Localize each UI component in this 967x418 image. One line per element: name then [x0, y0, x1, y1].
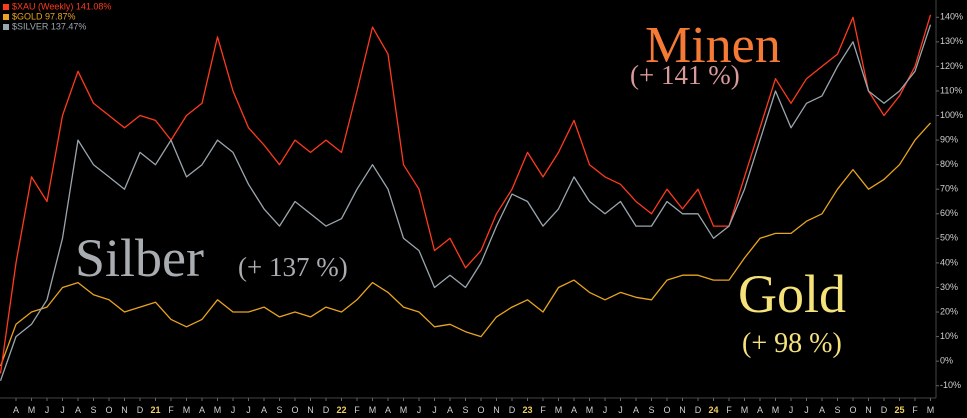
- x-tick-label: O: [663, 405, 670, 415]
- x-tick-label: J: [618, 405, 623, 415]
- x-tick-label: 22: [336, 405, 346, 415]
- annotation: Silber: [75, 228, 204, 288]
- y-tick-label: 40%: [940, 257, 958, 267]
- series-line: [0, 24, 932, 382]
- legend-swatch: [3, 24, 9, 30]
- annotation: Minen: [645, 17, 781, 74]
- y-tick-label: 30%: [940, 282, 958, 292]
- x-tick-label: 23: [522, 405, 532, 415]
- x-tick-label: M: [555, 405, 563, 415]
- x-tick-label: N: [493, 405, 500, 415]
- legend-swatch: [3, 4, 9, 10]
- x-tick-label: J: [789, 405, 794, 415]
- x-tick-label: 25: [894, 405, 904, 415]
- x-tick-label: M: [400, 405, 408, 415]
- x-tick-label: A: [757, 405, 763, 415]
- annotation: (+ 98 %): [742, 328, 842, 359]
- x-tick-label: F: [168, 405, 174, 415]
- y-tick-label: 60%: [940, 208, 958, 218]
- y-tick-label: 50%: [940, 233, 958, 243]
- x-tick-label: M: [586, 405, 594, 415]
- x-tick-label: O: [291, 405, 298, 415]
- x-tick-label: D: [323, 405, 330, 415]
- x-tick-label: S: [276, 405, 282, 415]
- x-tick-label: S: [462, 405, 468, 415]
- series-line: [0, 14, 932, 374]
- x-tick-label: M: [772, 405, 780, 415]
- x-tick-label: F: [540, 405, 546, 415]
- x-tick-label: O: [105, 405, 112, 415]
- annotation: (+ 137 %): [238, 252, 348, 282]
- x-tick-label: D: [509, 405, 516, 415]
- x-tick-label: M: [741, 405, 749, 415]
- x-tick-label: M: [927, 405, 935, 415]
- y-tick-label: 110%: [940, 85, 962, 95]
- x-tick-label: 24: [708, 405, 718, 415]
- x-tick-label: N: [865, 405, 872, 415]
- x-tick-label: S: [90, 405, 96, 415]
- legend-label: $XAU (Weekly) 141.08%: [12, 1, 111, 11]
- y-tick-label: 100%: [940, 110, 963, 120]
- x-tick-label: A: [13, 405, 19, 415]
- x-tick-label: A: [261, 405, 267, 415]
- y-tick-label: 0%: [940, 356, 953, 366]
- x-tick-label: S: [648, 405, 654, 415]
- y-tick-label: 70%: [940, 184, 958, 194]
- x-tick-label: M: [183, 405, 191, 415]
- annotation: (+ 141 %): [630, 60, 740, 90]
- x-tick-label: F: [912, 405, 918, 415]
- x-tick-label: A: [819, 405, 825, 415]
- y-tick-label: 120%: [940, 61, 963, 71]
- x-tick-label: 21: [150, 405, 160, 415]
- x-tick-label: J: [804, 405, 809, 415]
- x-tick-label: J: [45, 405, 50, 415]
- x-tick-label: M: [28, 405, 36, 415]
- x-tick-label: A: [447, 405, 453, 415]
- x-tick-label: D: [881, 405, 888, 415]
- legend-label: $GOLD 97.87%: [12, 11, 76, 21]
- x-tick-label: J: [231, 405, 236, 415]
- legend-swatch: [3, 14, 9, 20]
- x-tick-label: J: [60, 405, 65, 415]
- x-tick-label: J: [432, 405, 437, 415]
- x-tick-label: A: [385, 405, 391, 415]
- x-tick-label: D: [695, 405, 702, 415]
- x-tick-label: J: [246, 405, 251, 415]
- x-tick-label: F: [726, 405, 732, 415]
- x-tick-label: A: [199, 405, 205, 415]
- y-tick-label: 80%: [940, 159, 958, 169]
- x-tick-label: O: [849, 405, 856, 415]
- legend-label: $SILVER 137.47%: [12, 21, 86, 31]
- x-tick-label: A: [75, 405, 81, 415]
- x-tick-label: J: [417, 405, 422, 415]
- x-tick-label: S: [834, 405, 840, 415]
- x-tick-label: N: [679, 405, 686, 415]
- x-tick-label: O: [477, 405, 484, 415]
- x-tick-label: M: [369, 405, 377, 415]
- y-tick-label: 130%: [940, 36, 963, 46]
- x-tick-label: M: [214, 405, 222, 415]
- x-tick-label: J: [603, 405, 608, 415]
- x-tick-label: D: [137, 405, 144, 415]
- x-tick-label: N: [121, 405, 128, 415]
- y-tick-label: 90%: [940, 134, 958, 144]
- x-tick-label: N: [307, 405, 314, 415]
- y-tick-label: 10%: [940, 331, 958, 341]
- x-tick-label: A: [633, 405, 639, 415]
- y-tick-label: -10%: [940, 380, 961, 390]
- y-tick-label: 140%: [940, 12, 963, 22]
- x-tick-label: A: [571, 405, 577, 415]
- x-tick-label: F: [354, 405, 360, 415]
- annotation: Gold: [738, 264, 846, 324]
- y-tick-label: 20%: [940, 306, 958, 316]
- series-line: [0, 122, 931, 367]
